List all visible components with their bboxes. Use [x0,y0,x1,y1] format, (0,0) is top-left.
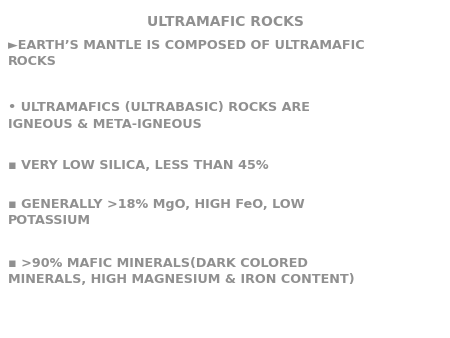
Text: ULTRAMAFIC ROCKS: ULTRAMAFIC ROCKS [147,15,303,29]
Text: ▪ GENERALLY >18% MgO, HIGH FeO, LOW
POTASSIUM: ▪ GENERALLY >18% MgO, HIGH FeO, LOW POTA… [8,198,305,227]
Text: ►EARTH’S MANTLE IS COMPOSED OF ULTRAMAFIC
ROCKS: ►EARTH’S MANTLE IS COMPOSED OF ULTRAMAFI… [8,39,365,68]
Text: ▪ >90% MAFIC MINERALS(DARK COLORED
MINERALS, HIGH MAGNESIUM & IRON CONTENT): ▪ >90% MAFIC MINERALS(DARK COLORED MINER… [8,257,355,286]
Text: ▪ VERY LOW SILICA, LESS THAN 45%: ▪ VERY LOW SILICA, LESS THAN 45% [8,159,269,172]
Text: • ULTRAMAFICS (ULTRABASIC) ROCKS ARE
IGNEOUS & META-IGNEOUS: • ULTRAMAFICS (ULTRABASIC) ROCKS ARE IGN… [8,101,310,131]
